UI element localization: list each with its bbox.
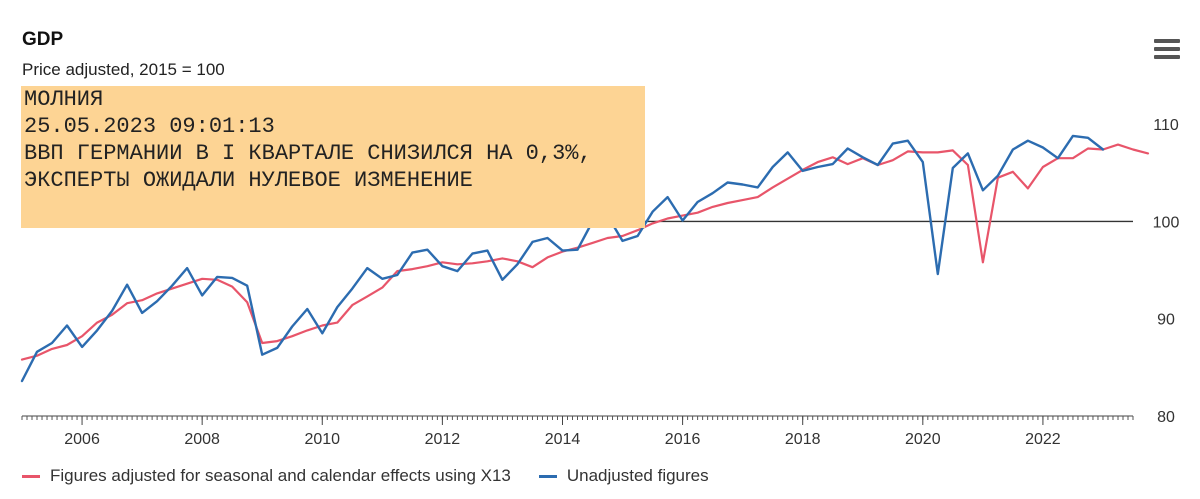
news-flash-overlay: МОЛНИЯ 25.05.2023 09:01:13 ВВП ГЕРМАНИИ …: [21, 86, 645, 228]
y-tick-label: 110: [1153, 117, 1179, 134]
overlay-text-line-1: ВВП ГЕРМАНИИ В I КВАРТАЛЕ СНИЗИЛСЯ НА 0,…: [24, 141, 592, 166]
hamburger-menu-icon[interactable]: [1154, 39, 1180, 61]
x-tick-label: 2008: [184, 431, 220, 448]
overlay-timestamp: 25.05.2023 09:01:13: [24, 114, 275, 139]
chart-legend: Figures adjusted for seasonal and calend…: [22, 466, 737, 486]
legend-label-adjusted: Figures adjusted for seasonal and calend…: [50, 466, 511, 485]
legend-item-unadjusted[interactable]: Unadjusted figures: [538, 466, 709, 486]
overlay-text-line-2: ЭКСПЕРТЫ ОЖИДАЛИ НУЛЕВОЕ ИЗМЕНЕНИЕ: [24, 168, 473, 193]
overlay-headline: МОЛНИЯ: [24, 87, 104, 112]
legend-swatch-unadjusted: [538, 474, 557, 478]
x-tick-label: 2006: [64, 431, 100, 448]
series-line-adjusted: [20, 143, 1150, 361]
x-tick-label: 2012: [425, 431, 461, 448]
x-tick-label: 2016: [665, 431, 701, 448]
y-tick-label: 90: [1157, 312, 1175, 329]
legend-swatch-adjusted: [22, 474, 40, 478]
series-line-unadjusted: [20, 134, 1105, 383]
y-tick-label: 80: [1157, 409, 1175, 426]
legend-item-adjusted[interactable]: Figures adjusted for seasonal and calend…: [22, 466, 511, 486]
x-tick-label: 2010: [304, 431, 340, 448]
x-tick-label: 2018: [785, 431, 821, 448]
chart-title: GDP: [22, 29, 64, 50]
x-tick-label: 2020: [905, 431, 941, 448]
y-tick-label: 100: [1153, 214, 1180, 231]
chart-subtitle: Price adjusted, 2015 = 100: [22, 60, 225, 79]
legend-label-unadjusted: Unadjusted figures: [566, 466, 709, 485]
x-tick-label: 2014: [545, 431, 581, 448]
x-tick-label: 2022: [1025, 431, 1061, 448]
